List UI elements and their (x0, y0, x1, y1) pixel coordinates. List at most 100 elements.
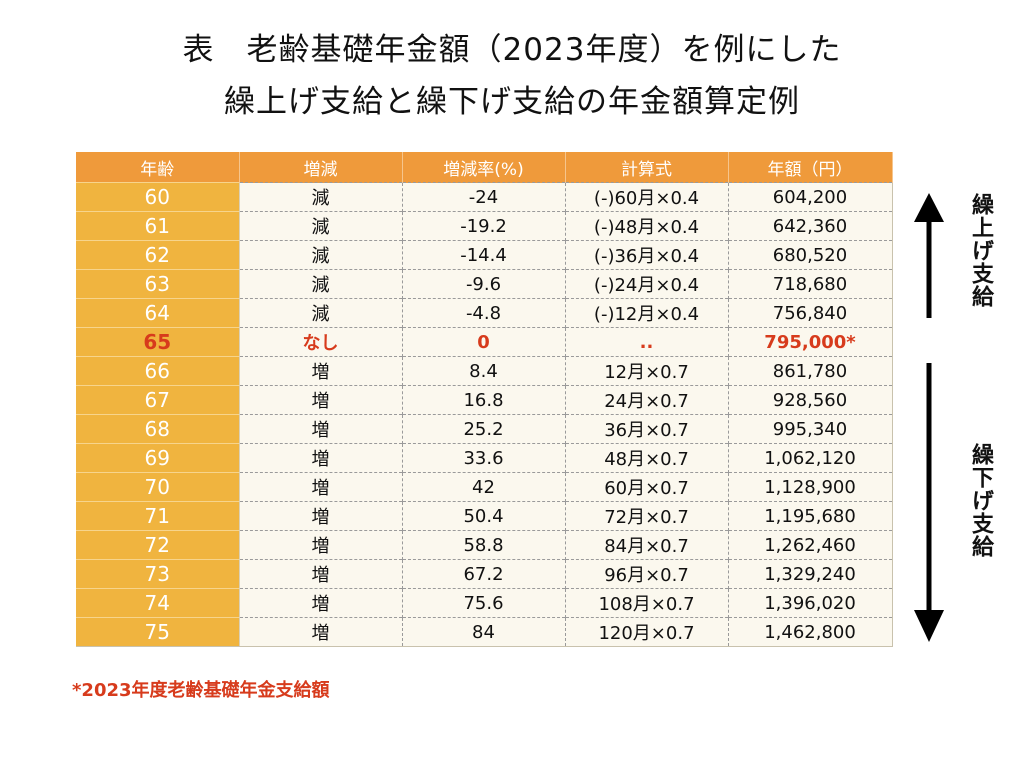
rate-cell: -14.4 (402, 240, 566, 270)
table-body: 60 減 -24 (-)60月×0.4 604,200 61 減 -19.2 (-)48月×0.… (76, 182, 893, 647)
amount-cell: 795,000* (728, 327, 893, 357)
formula-cell: (-)48月×0.4 (565, 211, 729, 241)
table-header-row: 年齢 増減 増減率(%) 計算式 年額（円） (76, 152, 893, 183)
formula-cell: 36月×0.7 (565, 414, 729, 444)
table-row: 75 増 84 120月×0.7 1,462,800 (76, 617, 893, 647)
table-row: 66 増 8.4 12月×0.7 861,780 (76, 356, 893, 386)
amount-cell: 995,340 (728, 414, 893, 444)
rate-cell: -19.2 (402, 211, 566, 241)
rate-cell: -24 (402, 182, 566, 212)
change-cell: 増 (239, 385, 403, 415)
age-cell: 74 (76, 588, 240, 618)
change-cell: 増 (239, 588, 403, 618)
formula-cell: 48月×0.7 (565, 443, 729, 473)
change-cell: 減 (239, 182, 403, 212)
age-cell: 70 (76, 472, 240, 502)
header-amount: 年額（円） (728, 152, 893, 183)
footnote: *2023年度老齢基礎年金支給額 (72, 680, 330, 701)
age-cell: 68 (76, 414, 240, 444)
rate-cell: 0 (402, 327, 566, 357)
change-cell: 減 (239, 269, 403, 299)
early-payment-label: 繰上げ支給 (968, 193, 993, 308)
table-row: 68 増 25.2 36月×0.7 995,340 (76, 414, 893, 444)
amount-cell: 1,195,680 (728, 501, 893, 531)
table-row: 71 増 50.4 72月×0.7 1,195,680 (76, 501, 893, 531)
formula-cell: 96月×0.7 (565, 559, 729, 589)
header-age: 年齢 (76, 152, 240, 183)
rate-cell: 33.6 (402, 443, 566, 473)
rate-cell: 25.2 (402, 414, 566, 444)
age-cell: 69 (76, 443, 240, 473)
table-row: 62 減 -14.4 (-)36月×0.4 680,520 (76, 240, 893, 270)
change-cell: 増 (239, 356, 403, 386)
age-cell: 60 (76, 182, 240, 212)
change-cell: 増 (239, 472, 403, 502)
formula-cell: .. (565, 327, 729, 357)
age-cell: 71 (76, 501, 240, 531)
header-formula: 計算式 (565, 152, 729, 183)
change-cell: 増 (239, 617, 403, 647)
rate-cell: -9.6 (402, 269, 566, 299)
formula-cell: (-)60月×0.4 (565, 182, 729, 212)
change-cell: 減 (239, 240, 403, 270)
amount-cell: 718,680 (728, 269, 893, 299)
header-change: 増減 (239, 152, 403, 183)
table-row: 70 増 42 60月×0.7 1,128,900 (76, 472, 893, 502)
amount-cell: 1,462,800 (728, 617, 893, 647)
change-cell: 増 (239, 414, 403, 444)
amount-cell: 604,200 (728, 182, 893, 212)
arrow-up-icon (914, 193, 944, 318)
rate-cell: 42 (402, 472, 566, 502)
table-row: 69 増 33.6 48月×0.7 1,062,120 (76, 443, 893, 473)
change-cell: なし (239, 327, 403, 357)
change-cell: 増 (239, 501, 403, 531)
age-cell: 62 (76, 240, 240, 270)
amount-cell: 1,128,900 (728, 472, 893, 502)
amount-cell: 928,560 (728, 385, 893, 415)
formula-cell: (-)36月×0.4 (565, 240, 729, 270)
table-row: 63 減 -9.6 (-)24月×0.4 718,680 (76, 269, 893, 299)
amount-cell: 756,840 (728, 298, 893, 328)
table-row: 73 増 67.2 96月×0.7 1,329,240 (76, 559, 893, 589)
formula-cell: 24月×0.7 (565, 385, 729, 415)
formula-cell: 72月×0.7 (565, 501, 729, 531)
table-row: 74 増 75.6 108月×0.7 1,396,020 (76, 588, 893, 618)
age-cell: 72 (76, 530, 240, 560)
age-cell: 65 (76, 327, 240, 357)
age-cell: 75 (76, 617, 240, 647)
change-cell: 減 (239, 298, 403, 328)
amount-cell: 680,520 (728, 240, 893, 270)
table-row: 72 増 58.8 84月×0.7 1,262,460 (76, 530, 893, 560)
table-row: 61 減 -19.2 (-)48月×0.4 642,360 (76, 211, 893, 241)
rate-cell: 16.8 (402, 385, 566, 415)
rate-cell: 50.4 (402, 501, 566, 531)
table-row: 64 減 -4.8 (-)12月×0.4 756,840 (76, 298, 893, 328)
age-cell: 66 (76, 356, 240, 386)
page-title-line-2: 繰上げ支給と繰下げ支給の年金額算定例 (224, 84, 800, 120)
rate-cell: -4.8 (402, 298, 566, 328)
rate-cell: 67.2 (402, 559, 566, 589)
formula-cell: 60月×0.7 (565, 472, 729, 502)
deferred-payment-label: 繰下げ支給 (968, 443, 993, 558)
rate-cell: 75.6 (402, 588, 566, 618)
pension-amount-table: 年齢 増減 増減率(%) 計算式 年額（円） 60 減 -24 (-)60月×0.4 6… (76, 152, 893, 647)
formula-cell: 12月×0.7 (565, 356, 729, 386)
rate-cell: 58.8 (402, 530, 566, 560)
amount-cell: 861,780 (728, 356, 893, 386)
rate-cell: 84 (402, 617, 566, 647)
change-cell: 増 (239, 443, 403, 473)
table-row: 65 なし 0.. 795,000* (76, 327, 893, 357)
formula-cell: (-)24月×0.4 (565, 269, 729, 299)
arrow-down-icon (914, 363, 944, 642)
amount-cell: 1,329,240 (728, 559, 893, 589)
side-arrows (914, 193, 944, 642)
formula-cell: 108月×0.7 (565, 588, 729, 618)
rate-cell: 8.4 (402, 356, 566, 386)
change-cell: 減 (239, 211, 403, 241)
formula-cell: 120月×0.7 (565, 617, 729, 647)
formula-cell: 84月×0.7 (565, 530, 729, 560)
change-cell: 増 (239, 530, 403, 560)
age-cell: 73 (76, 559, 240, 589)
amount-cell: 1,396,020 (728, 588, 893, 618)
amount-cell: 1,262,460 (728, 530, 893, 560)
